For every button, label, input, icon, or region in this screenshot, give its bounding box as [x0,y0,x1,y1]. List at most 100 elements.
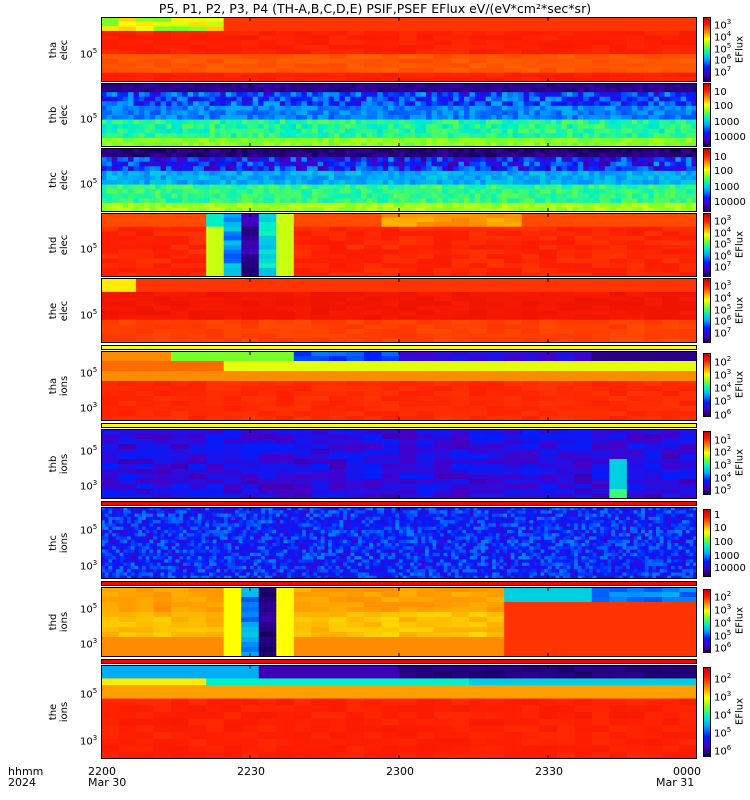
heatmap-cell [609,296,628,302]
heatmap-cell [306,152,313,158]
heatmap-cell [155,110,162,116]
heatmap-cell [101,282,120,288]
heatmap-cell [153,386,172,392]
heatmap-cell [637,198,644,204]
heatmap-cell [293,17,312,23]
heatmap-cell [293,401,312,407]
heatmap-cell [621,133,628,139]
heatmap-cell [223,63,242,69]
heatmap-cell [247,133,254,139]
heatmap-cell [258,411,277,417]
heatmap-cell [371,142,378,147]
heatmap-cell [609,333,628,339]
heatmap-cell [469,148,476,154]
heatmap-cell [381,68,400,74]
heatmap-cell [434,338,453,343]
heatmap-cell [344,119,351,125]
heatmap-cell [644,226,663,232]
heatmap-cell [363,235,383,242]
heatmap-cell [679,63,697,69]
heatmap-cell [523,110,530,116]
heatmap-cell [111,161,118,167]
heatmap-cell [469,161,476,167]
heatmap-cell [223,329,242,335]
heatmap-cell [252,137,259,144]
heatmap-cell [399,351,418,357]
heatmap-cell [136,26,155,32]
heatmap-cell [296,161,303,167]
heatmap-cell [133,193,140,199]
heatmap-cell [214,142,221,147]
heatmap-cell [469,175,476,181]
heatmap-cell [346,263,365,269]
heatmap-cell [609,338,628,343]
heatmap-cell [293,406,312,412]
heatmap-cell [399,213,418,219]
heatmap-cell [545,152,552,158]
heatmap-cell [539,406,558,412]
heatmap-cell [293,68,312,74]
heatmap-cell [171,157,178,163]
heatmap-cell [415,170,422,177]
heatmap-cell [138,198,145,204]
heatmap-cell [236,184,243,190]
heatmap-cell [258,406,277,412]
heatmap-cell [680,161,687,167]
heatmap-cell [285,184,292,190]
heatmap-cell [346,30,365,37]
heatmap-cell [328,391,348,397]
heatmap-cell [615,96,622,102]
heatmap-cell [661,44,681,51]
heatmap-cell [160,119,167,125]
heatmap-cell [346,411,365,417]
heatmap-cell [469,133,476,139]
heatmap-cell [518,133,525,139]
heatmap-cell [451,263,470,269]
heatmap-cell [209,110,216,116]
heatmap-cell [609,351,628,357]
heatmap-cell [231,87,238,93]
heatmap-cell [591,267,610,274]
heatmap-cell [328,213,348,219]
heatmap-cell [675,193,682,199]
heatmap-cell [496,175,503,181]
heatmap-cell [377,148,384,154]
heatmap-cell [539,184,546,190]
heatmap-cell [155,133,162,139]
heatmap-cell [664,189,671,195]
heatmap-cell [409,198,416,204]
heatmap-cell [626,40,646,46]
heatmap-cell [501,142,508,147]
heatmap-cell [274,142,281,147]
heatmap-cell [415,101,422,107]
heatmap-cell [317,193,324,199]
heatmap-cell [609,30,628,37]
heatmap-cell [276,231,295,237]
heatmap-cell [371,110,378,116]
heatmap-cell [415,157,422,163]
heatmap-cell [258,278,277,284]
heatmap-cell [644,235,663,242]
heatmap-cell [485,161,492,167]
heatmap-cell [268,152,275,158]
heatmap-cell [679,329,697,335]
heatmap-cell [556,92,563,98]
heatmap-cell [111,148,118,154]
heatmap-cell [198,157,205,163]
heatmap-cell [609,305,628,312]
heatmap-cell [621,105,628,112]
heatmap-cell [344,189,351,195]
heatmap-cell [171,124,178,130]
heatmap-cell [333,101,340,107]
heatmap-cell [507,161,514,167]
heatmap-cell [469,416,488,421]
heatmap-cell [209,198,216,204]
heatmap-cell [209,170,216,177]
heatmap-cell [366,184,373,190]
heatmap-cell [311,68,330,74]
heatmap-cell [591,245,610,251]
heatmap-cell [556,115,563,121]
heatmap-cell [621,184,628,190]
heatmap-cell [572,110,579,116]
heatmap-cell [296,101,303,107]
